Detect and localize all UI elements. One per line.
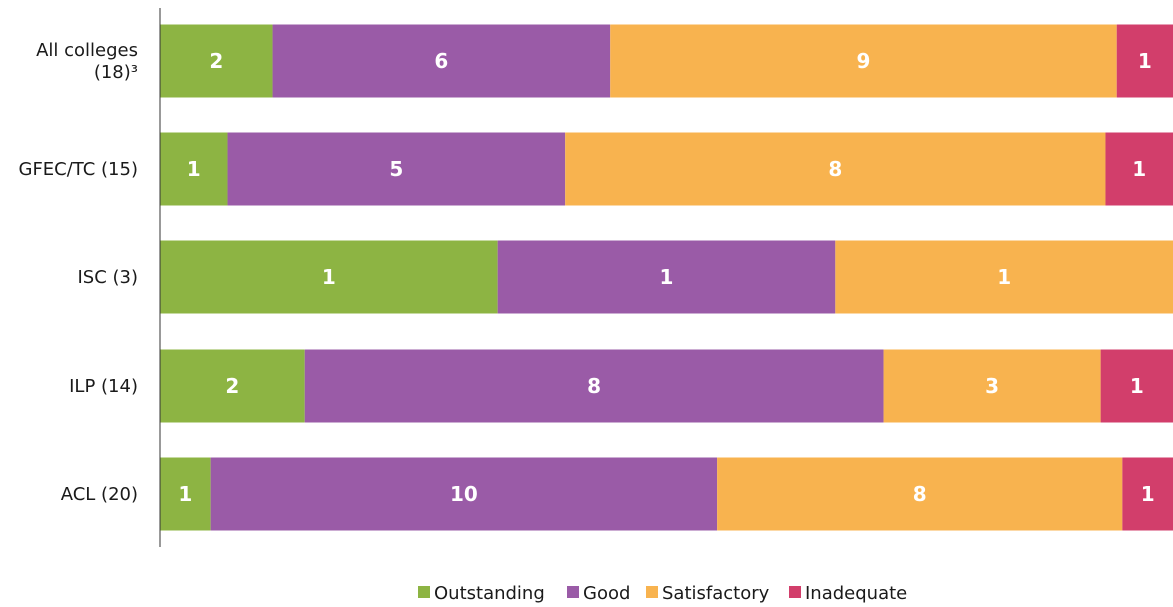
bar-segment-satisfactory-3 [883,349,1101,423]
bar-segment-outstanding-0 [160,24,273,98]
bar-value-label: 9 [857,49,871,73]
bar-value-label: 1 [322,265,336,289]
bar-segment-good-2 [497,240,836,314]
legend-swatch-good [567,586,579,598]
bar-value-label: 2 [225,374,239,398]
bar-value-label: 2 [209,49,223,73]
bar-value-label: 1 [1132,157,1146,181]
bar-value-label: 1 [997,265,1011,289]
legend-label-inadequate: Inadequate [805,583,907,604]
bar-value-label: 1 [660,265,674,289]
bar-value-label: 8 [587,374,601,398]
category-label: All colleges [36,40,138,61]
bar-segment-inadequate-3 [1100,349,1173,423]
category-label: (18)³ [94,62,138,83]
bar-value-label: 3 [985,374,999,398]
bars-group: 2 6 9 11 5 8 11 1 12 8 3 11 10 8 1 [160,24,1173,531]
bar-value-label: 1 [187,157,201,181]
bar-segment-inadequate-4 [1122,457,1173,531]
bar-value-label: 1 [1141,482,1155,506]
bar-segment-satisfactory-0 [610,24,1117,98]
bar-segment-good-0 [272,24,611,98]
legend-label-good: Good [583,583,630,604]
category-label: ILP (14) [69,376,138,397]
bar-segment-outstanding-1 [160,132,228,206]
category-labels: All colleges(18)³ GFEC/TC (15) ISC (3) ILP … [19,40,139,505]
category-label: ACL (20) [61,484,138,505]
bar-value-label: 5 [389,157,403,181]
legend-label-satisfactory: Satisfactory [662,583,770,604]
bar-value-label: 1 [1130,374,1144,398]
bar-segment-outstanding-4 [160,457,211,531]
legend-swatch-satisfactory [646,586,658,598]
bar-segment-outstanding-2 [160,240,498,314]
bar-segment-inadequate-0 [1116,24,1173,98]
bar-segment-inadequate-1 [1105,132,1173,206]
bar-value-label: 6 [434,49,448,73]
bar-segment-good-1 [227,132,566,206]
bar-value-label: 8 [828,157,842,181]
bar-segment-good-4 [210,457,718,531]
bar-segment-satisfactory-4 [717,457,1123,531]
bar-value-label: 1 [1138,49,1152,73]
legend-swatch-outstanding [418,586,430,598]
category-label: GFEC/TC (15) [19,159,139,180]
bar-segment-satisfactory-1 [565,132,1106,206]
legend-label-outstanding: Outstanding [434,583,545,604]
legend: Outstanding Good Satisfactory Inadequate [418,583,907,604]
category-label: ISC (3) [77,267,138,288]
bar-segment-good-3 [304,349,884,423]
bar-value-label: 8 [913,482,927,506]
bar-segment-satisfactory-2 [835,240,1173,314]
bar-segment-outstanding-3 [160,349,305,423]
legend-swatch-inadequate [789,586,801,598]
bar-value-label: 1 [178,482,192,506]
bar-value-label: 10 [450,482,478,506]
